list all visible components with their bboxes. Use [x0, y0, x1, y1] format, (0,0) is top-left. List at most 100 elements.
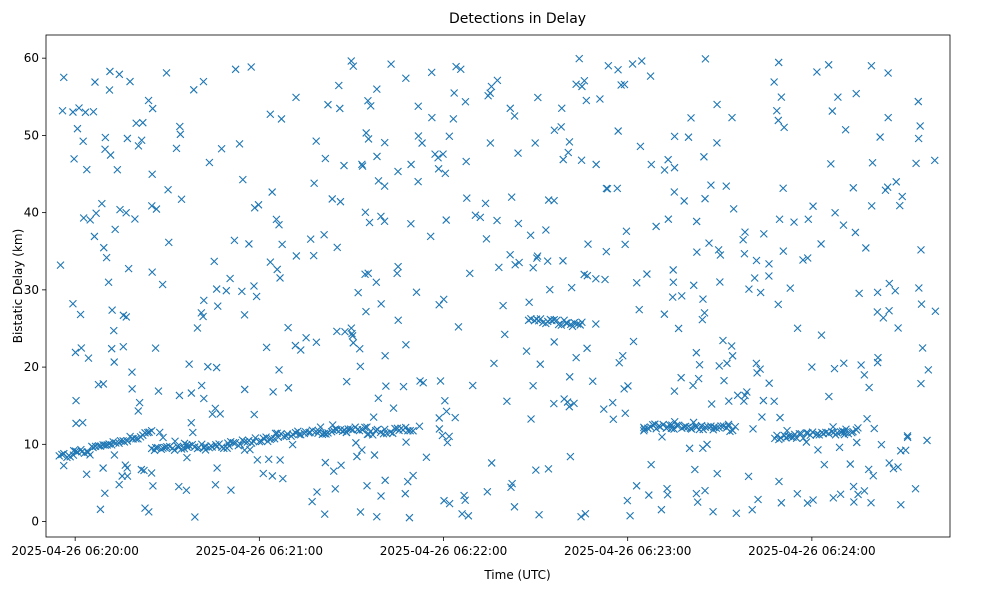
- data-point: [401, 489, 410, 498]
- data-point: [134, 141, 143, 150]
- data-point: [525, 298, 534, 307]
- data-point: [414, 132, 423, 140]
- data-point: [557, 122, 566, 131]
- data-point: [623, 496, 632, 505]
- data-point: [646, 72, 655, 81]
- data-point: [213, 302, 222, 311]
- data-point: [885, 279, 894, 288]
- data-point: [237, 287, 246, 296]
- data-point: [931, 307, 940, 316]
- data-point: [101, 133, 110, 142]
- data-point: [609, 415, 618, 424]
- data-point: [503, 397, 511, 406]
- data-point: [189, 85, 198, 94]
- data-point: [333, 425, 341, 434]
- y-tick-label: 40: [24, 206, 39, 220]
- data-point: [278, 474, 287, 483]
- data-point: [131, 215, 139, 223]
- data-point: [137, 136, 146, 145]
- data-point: [617, 81, 626, 89]
- data-point: [677, 373, 686, 382]
- data-point: [230, 236, 239, 245]
- data-point: [813, 68, 821, 76]
- data-point: [603, 184, 612, 193]
- data-point: [744, 472, 753, 481]
- data-point: [380, 182, 389, 190]
- data-point: [451, 413, 460, 422]
- data-point: [773, 431, 781, 440]
- data-point: [369, 413, 378, 422]
- data-point: [554, 320, 563, 329]
- data-point: [72, 419, 80, 428]
- data-point: [544, 464, 553, 473]
- data-point: [72, 396, 80, 405]
- data-point: [728, 113, 736, 122]
- data-point: [374, 394, 383, 403]
- data-point: [739, 397, 748, 406]
- data-point: [723, 359, 731, 368]
- data-point: [722, 182, 731, 190]
- data-point: [380, 425, 389, 434]
- data-point: [857, 361, 865, 369]
- data-point: [912, 159, 920, 168]
- data-point: [148, 104, 157, 113]
- data-point: [123, 472, 132, 481]
- data-point: [482, 234, 491, 243]
- data-point: [59, 73, 68, 82]
- data-point: [772, 106, 781, 115]
- data-point: [658, 433, 666, 441]
- data-point: [527, 415, 535, 423]
- data-point: [644, 491, 653, 499]
- data-point: [615, 358, 624, 367]
- data-point: [870, 424, 879, 433]
- data-point: [440, 496, 448, 505]
- data-point: [876, 133, 884, 141]
- data-point: [177, 195, 186, 204]
- data-point: [253, 456, 262, 464]
- data-point: [335, 104, 344, 113]
- data-point: [346, 425, 355, 434]
- data-point: [462, 157, 471, 166]
- data-point: [639, 426, 648, 435]
- data-point: [669, 266, 678, 274]
- data-point: [353, 452, 361, 461]
- data-point: [572, 80, 581, 89]
- data-point: [765, 259, 773, 268]
- data-point: [663, 484, 671, 493]
- data-point: [147, 426, 156, 435]
- data-point: [341, 327, 349, 336]
- data-point: [596, 95, 604, 103]
- data-point: [364, 135, 373, 143]
- data-point: [264, 455, 273, 464]
- data-point: [895, 201, 904, 210]
- data-point: [826, 159, 835, 168]
- data-point: [578, 82, 586, 91]
- data-point: [394, 167, 402, 176]
- data-point: [331, 484, 340, 493]
- x-tick-label: 2025-04-26 06:23:00: [564, 544, 691, 558]
- data-point: [752, 359, 761, 368]
- data-point: [245, 240, 253, 248]
- data-point: [329, 467, 338, 475]
- data-point: [217, 144, 226, 153]
- y-tick-label: 0: [31, 515, 39, 529]
- data-point: [618, 351, 627, 360]
- data-point: [543, 257, 552, 265]
- data-point: [891, 286, 900, 295]
- data-point: [312, 338, 321, 347]
- data-point: [59, 461, 68, 470]
- data-point: [577, 156, 586, 165]
- data-point: [205, 158, 214, 167]
- data-point: [266, 110, 275, 119]
- data-point: [128, 368, 136, 377]
- data-point: [89, 107, 98, 116]
- data-point: [333, 243, 342, 252]
- data-point: [158, 280, 167, 289]
- data-point: [693, 498, 702, 506]
- data-point: [657, 505, 666, 514]
- data-point: [803, 499, 812, 507]
- data-point: [663, 490, 672, 499]
- data-point: [694, 374, 703, 383]
- data-point: [777, 93, 786, 101]
- data-point: [533, 252, 542, 261]
